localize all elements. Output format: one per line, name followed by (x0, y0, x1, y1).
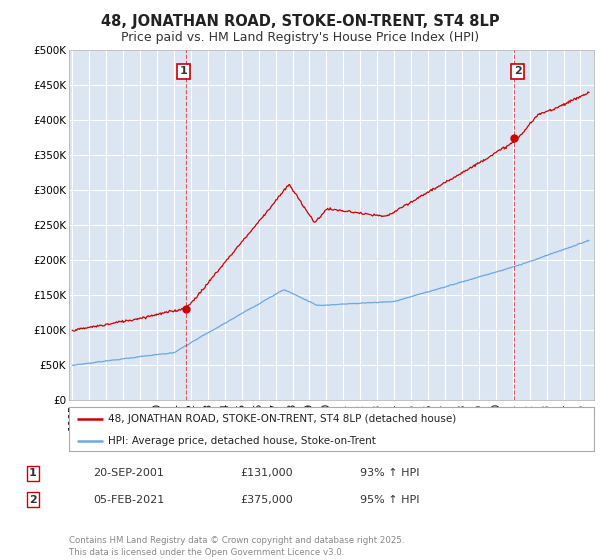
Text: £131,000: £131,000 (240, 468, 293, 478)
Text: HPI: Average price, detached house, Stoke-on-Trent: HPI: Average price, detached house, Stok… (109, 436, 376, 446)
Text: 93% ↑ HPI: 93% ↑ HPI (360, 468, 419, 478)
Text: 1: 1 (180, 67, 188, 76)
Text: 05-FEB-2021: 05-FEB-2021 (93, 494, 164, 505)
Text: 2: 2 (29, 494, 37, 505)
Text: 2: 2 (514, 67, 521, 76)
Text: Price paid vs. HM Land Registry's House Price Index (HPI): Price paid vs. HM Land Registry's House … (121, 31, 479, 44)
Text: 95% ↑ HPI: 95% ↑ HPI (360, 494, 419, 505)
Text: 48, JONATHAN ROAD, STOKE-ON-TRENT, ST4 8LP: 48, JONATHAN ROAD, STOKE-ON-TRENT, ST4 8… (101, 14, 499, 29)
Text: Contains HM Land Registry data © Crown copyright and database right 2025.
This d: Contains HM Land Registry data © Crown c… (69, 536, 404, 557)
Text: 48, JONATHAN ROAD, STOKE-ON-TRENT, ST4 8LP (detached house): 48, JONATHAN ROAD, STOKE-ON-TRENT, ST4 8… (109, 414, 457, 424)
Text: 20-SEP-2001: 20-SEP-2001 (93, 468, 164, 478)
Text: £375,000: £375,000 (240, 494, 293, 505)
Text: 1: 1 (29, 468, 37, 478)
